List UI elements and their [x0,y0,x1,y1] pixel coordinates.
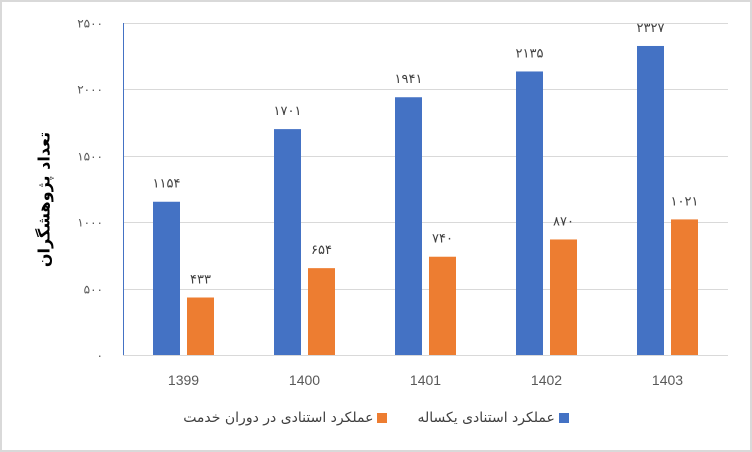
y-axis-ticks: ۰ ۵۰۰ ۱۰۰۰ ۱۵۰۰ ۲۰۰۰ ۲۵۰۰ [77,17,103,363]
bar[interactable] [637,45,664,356]
y-tick-label: ۲۵۰۰ [77,17,103,31]
data-label: ۶۵۴ [311,243,332,258]
y-tick-label: ۲۰۰۰ [77,83,103,97]
x-tick-label: 1402 [531,372,562,388]
data-label: ۴۳۳ [190,272,211,287]
y-tick-label: ۰ [97,349,103,363]
legend: عملکرد استنادی یکساله عملکرد استنادی در … [0,410,752,426]
legend-label-career: عملکرد استنادی در دوران خدمت [183,410,374,426]
legend-swatch-blue-icon [558,413,569,423]
legend-item-annual[interactable]: عملکرد استنادی یکساله [417,410,569,426]
bar[interactable] [395,97,422,355]
bar[interactable] [187,297,214,355]
y-tick-label: ۱۵۰۰ [77,150,103,164]
bar[interactable] [274,129,301,355]
y-axis-title: تعداد پژوهشگران [34,131,54,268]
bar[interactable] [429,256,456,355]
data-label: ۱۹۴۱ [395,72,423,87]
x-tick-label: 1403 [652,372,683,388]
gridlines [123,23,728,356]
bars [153,45,698,356]
data-label: ۱۷۰۱ [274,104,302,119]
x-tick-label: 1401 [410,372,441,388]
bar[interactable] [671,219,698,355]
data-label: ۱۱۵۴ [153,177,181,192]
data-labels: ۱۱۵۴ ۴۳۳ ۱۷۰۱ ۶۵۴ ۱۹۴۱ ۷۴۰ ۲۱۳۵ ۸۷۰ ۲۳۲۷ ۱۰۲۱ [153,21,699,288]
bar[interactable] [550,239,577,355]
x-tick-label: 1400 [289,372,320,388]
legend-swatch-orange-icon [377,413,388,423]
data-label: ۷۴۰ [432,232,453,247]
bar[interactable] [308,268,335,355]
legend-label-annual: عملکرد استنادی یکساله [417,410,555,426]
x-axis-ticks: 1399 1400 1401 1402 1403 [168,372,683,388]
bar[interactable] [516,71,543,356]
data-label: ۲۱۳۵ [516,46,544,61]
data-label: ۲۳۲۷ [637,21,665,36]
y-tick-label: ۵۰۰ [84,283,103,297]
y-tick-label: ۱۰۰۰ [77,216,103,230]
data-label: ۱۰۲۱ [671,194,699,209]
legend-item-career[interactable]: عملکرد استنادی در دوران خدمت [183,410,388,426]
data-label: ۸۷۰ [553,214,574,229]
bar[interactable] [153,201,180,355]
x-tick-label: 1399 [168,372,199,388]
